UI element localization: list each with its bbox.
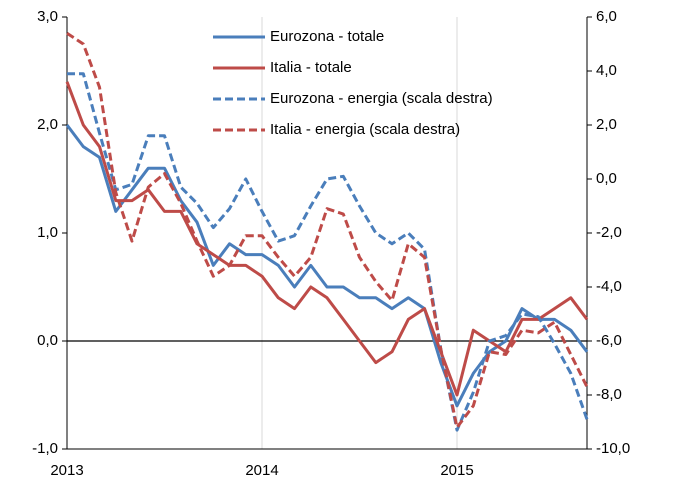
- x-tick-label: 2015: [440, 462, 473, 479]
- y2-tick-label: 4,0: [596, 62, 617, 79]
- y2-tick-label: -4,0: [596, 278, 622, 295]
- series-line: [66, 31, 589, 429]
- y2-tick-label: 0,0: [596, 170, 617, 187]
- y2-tick-label: -6,0: [596, 332, 622, 349]
- y2-tick-label: -8,0: [596, 386, 622, 403]
- x-tick-label: 2013: [50, 462, 83, 479]
- y-tick-label: 1,0: [37, 224, 58, 241]
- y-tick-label: 0,0: [37, 332, 58, 349]
- y2-tick-label: 2,0: [596, 116, 617, 133]
- legend-label: Italia - energia (scala destra): [270, 121, 460, 138]
- y-tick-label: 3,0: [37, 8, 58, 25]
- legend-label: Eurozona - energia (scala destra): [270, 90, 493, 107]
- series-line: [67, 72, 589, 432]
- legend-label: Italia - totale: [270, 59, 352, 76]
- y-tick-label: 2,0: [37, 116, 58, 133]
- y2-tick-label: 6,0: [596, 8, 617, 25]
- y2-tick-label: -10,0: [596, 440, 630, 457]
- y2-tick-label: -2,0: [596, 224, 622, 241]
- series-line: [65, 124, 589, 408]
- x-tick-label: 2014: [245, 462, 278, 479]
- y-tick-label: -1,0: [32, 440, 58, 457]
- series-line: [65, 81, 589, 397]
- legend-label: Eurozona - totale: [270, 28, 384, 45]
